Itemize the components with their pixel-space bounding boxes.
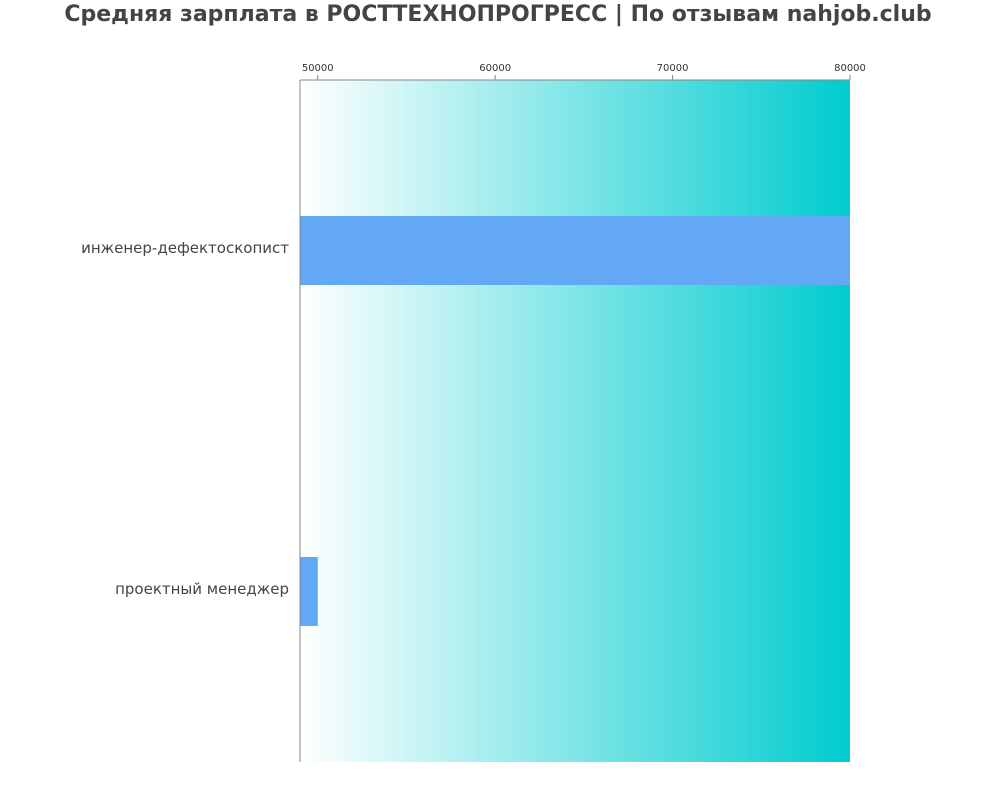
x-tick-label: 80000 bbox=[834, 63, 866, 74]
bar bbox=[300, 216, 850, 285]
plot-background bbox=[300, 80, 850, 762]
y-tick-label: проектный менеджер bbox=[115, 580, 289, 598]
chart-title: Средняя зарплата в РОСТТЕХНОПРОГРЕСС | П… bbox=[64, 2, 931, 27]
bar bbox=[300, 557, 318, 626]
plot bbox=[300, 216, 850, 626]
x-tick-label: 60000 bbox=[479, 63, 511, 74]
y-tick-label: инженер-дефектоскопист bbox=[81, 239, 289, 257]
x-tick-label: 70000 bbox=[657, 63, 689, 74]
x-tick-label: 50000 bbox=[302, 63, 334, 74]
